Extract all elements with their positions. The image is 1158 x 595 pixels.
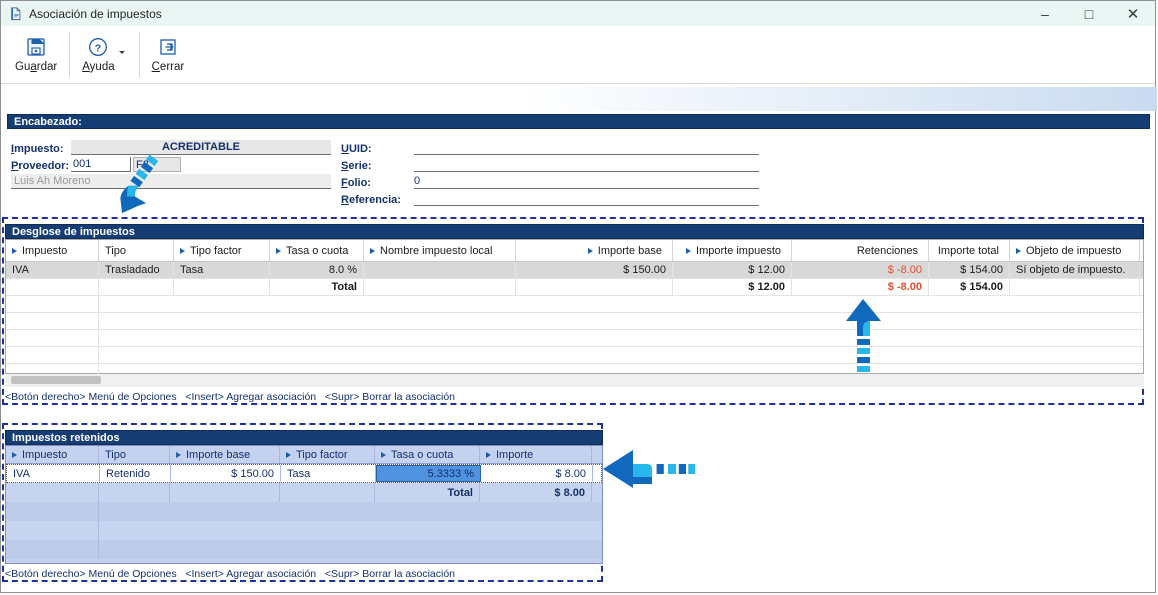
- svg-text:?: ?: [95, 42, 101, 54]
